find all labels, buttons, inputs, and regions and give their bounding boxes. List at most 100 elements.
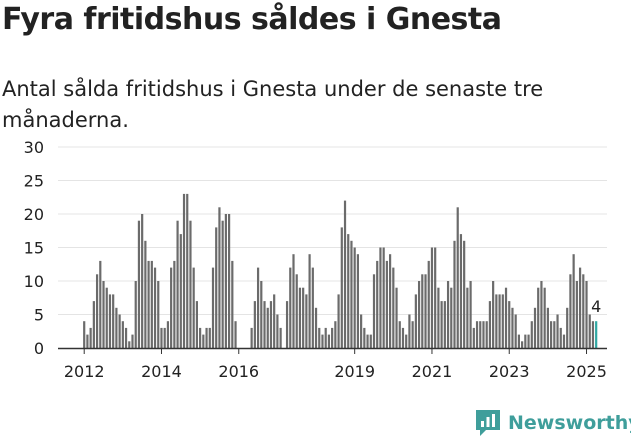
bar (479, 321, 482, 348)
bar (157, 281, 160, 348)
bar (234, 321, 237, 348)
bar (417, 281, 421, 348)
bar (350, 240, 353, 348)
x-tick-label: 2023 (489, 362, 530, 381)
bar (141, 214, 144, 348)
bar (395, 287, 398, 348)
bar (475, 321, 479, 348)
bar (588, 314, 591, 348)
bar (572, 254, 575, 348)
bar (492, 281, 495, 348)
latest-value-label: 4 (591, 297, 601, 316)
gridlines (58, 146, 607, 315)
bar (266, 307, 269, 348)
bar (562, 334, 566, 348)
bar (302, 287, 305, 348)
bar (559, 327, 562, 348)
bar (550, 321, 553, 348)
bar (578, 267, 582, 348)
bar (437, 287, 440, 348)
bar (105, 287, 108, 348)
bar (582, 274, 585, 348)
bar (540, 281, 543, 348)
bar (495, 294, 498, 348)
bar (398, 321, 401, 348)
bar (211, 267, 215, 348)
bar (311, 267, 314, 348)
bar (469, 281, 472, 348)
x-tick-label: 2019 (334, 362, 375, 381)
bar (314, 307, 318, 348)
bar (128, 341, 131, 348)
bar (115, 307, 118, 348)
bar (498, 294, 501, 348)
bar (537, 287, 540, 348)
bar (231, 260, 234, 348)
bar (337, 294, 340, 348)
bar (530, 321, 533, 348)
y-tick-label: 25 (24, 172, 44, 191)
bar (450, 287, 453, 348)
bar (521, 341, 524, 348)
bar (102, 281, 105, 348)
bar (401, 327, 405, 348)
bar (195, 301, 198, 348)
x-tick-label: 2021 (412, 362, 453, 381)
bar (186, 193, 189, 348)
bar (440, 301, 443, 348)
bar (292, 254, 295, 348)
bar (182, 193, 186, 348)
bar (566, 307, 569, 348)
bar (366, 334, 369, 348)
bar (250, 327, 253, 348)
bar (514, 314, 517, 348)
bar (556, 314, 559, 348)
bar (459, 234, 463, 348)
bar (517, 334, 520, 348)
bar (208, 327, 211, 348)
bar (221, 220, 224, 348)
bar (224, 214, 227, 348)
bar (121, 321, 124, 348)
bar (508, 301, 511, 348)
bar (360, 314, 363, 348)
bar (501, 294, 504, 348)
y-tick-label: 30 (24, 138, 44, 157)
chart-title: Fyra fritidshus såldes i Gnesta (2, 2, 502, 37)
bar (405, 334, 408, 348)
bar (543, 287, 546, 348)
bar (321, 334, 324, 348)
bar (340, 227, 343, 348)
bar (546, 307, 549, 348)
bar (408, 314, 411, 348)
bar (472, 327, 475, 348)
bar (453, 240, 456, 348)
bar (524, 334, 527, 348)
bar (343, 200, 347, 348)
bar (118, 314, 121, 348)
bar (131, 334, 134, 348)
bar (112, 294, 115, 348)
bar (108, 294, 112, 348)
bar (99, 260, 102, 348)
bar (504, 287, 508, 348)
bar (424, 274, 427, 348)
bar (575, 281, 578, 348)
bar (228, 214, 231, 348)
bar (86, 334, 89, 348)
bar (166, 321, 170, 348)
bar (414, 294, 417, 348)
chart-subtitle: Antal sålda fritidshus i Gnesta under de… (2, 77, 544, 132)
y-tick-label: 5 (34, 306, 44, 325)
bar (263, 301, 266, 348)
bar (124, 327, 128, 348)
y-tick-label: 0 (34, 339, 44, 358)
bar (285, 301, 289, 348)
bar (170, 267, 173, 348)
bar (260, 281, 263, 348)
bar (334, 321, 337, 348)
bar (324, 327, 327, 348)
bar (533, 307, 537, 348)
bar (392, 267, 395, 348)
